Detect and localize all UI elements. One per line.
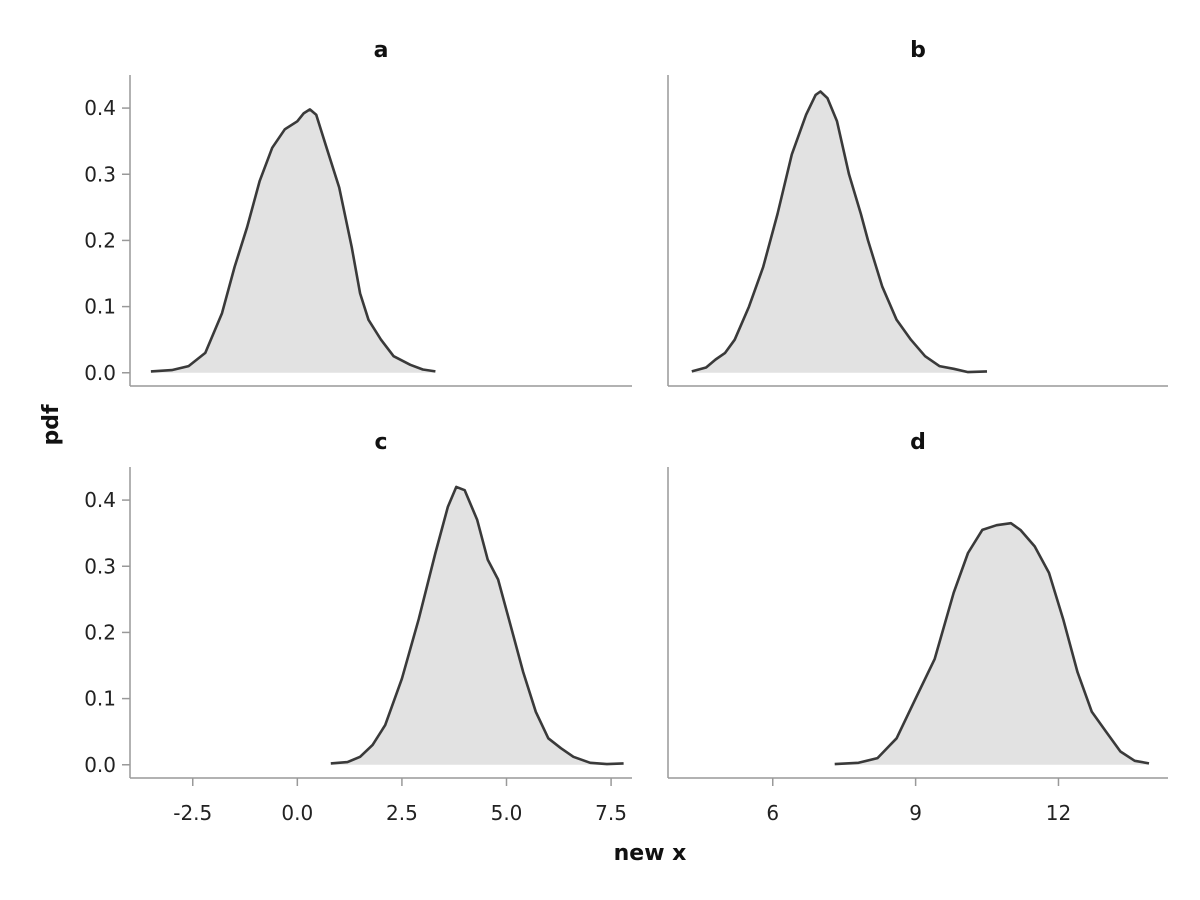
x-axis-label: new x bbox=[614, 841, 687, 866]
x-tick-label: -2.5 bbox=[173, 801, 212, 825]
x-tick-label: 7.5 bbox=[595, 801, 627, 825]
y-tick-label: 0.0 bbox=[84, 753, 116, 777]
density-area-a bbox=[150, 109, 436, 373]
y-tick-label: 0.4 bbox=[84, 96, 116, 120]
y-tick-label: 0.0 bbox=[84, 361, 116, 385]
panel-b: b bbox=[667, 38, 1168, 387]
y-tick-label: 0.1 bbox=[84, 687, 116, 711]
density-area-c bbox=[330, 486, 624, 765]
x-tick-label: 2.5 bbox=[386, 801, 418, 825]
density-area-d bbox=[834, 523, 1149, 765]
panel-a: a 0.0 0.1 0.2 0.3 0.4 bbox=[84, 38, 632, 387]
x-tick-label: 0.0 bbox=[281, 801, 313, 825]
panel-title-a: a bbox=[374, 38, 389, 63]
y-tick-label: 0.3 bbox=[84, 162, 116, 186]
panel-d: d 6 9 12 bbox=[667, 430, 1168, 825]
x-tick-label: 9 bbox=[909, 801, 922, 825]
y-axis-label: pdf bbox=[39, 404, 64, 445]
density-line-d bbox=[834, 521, 1150, 766]
density-line-b bbox=[691, 90, 988, 374]
panels-layer: a 0.0 0.1 0.2 0.3 0.4 b c 0.0 0.1 0.2 0.3 0.4 -2.5 0.0… bbox=[84, 38, 1168, 825]
y-tick-label: 0.4 bbox=[84, 488, 116, 512]
panel-title-c: c bbox=[374, 430, 387, 455]
y-tick-label: 0.1 bbox=[84, 295, 116, 319]
x-tick-label: 5.0 bbox=[491, 801, 523, 825]
y-tick-label: 0.2 bbox=[84, 228, 116, 252]
panel-c: c 0.0 0.1 0.2 0.3 0.4 -2.5 0.0 2.5 5.0 7.5 bbox=[84, 430, 632, 825]
panel-title-d: d bbox=[910, 430, 926, 455]
density-line-c bbox=[330, 485, 624, 766]
density-area-b bbox=[691, 91, 987, 373]
y-tick-label: 0.2 bbox=[84, 620, 116, 644]
y-tick-label: 0.3 bbox=[84, 554, 116, 578]
x-tick-label: 6 bbox=[766, 801, 779, 825]
x-tick-label: 12 bbox=[1046, 801, 1071, 825]
panel-title-b: b bbox=[910, 38, 926, 63]
density-line-a bbox=[150, 108, 436, 373]
